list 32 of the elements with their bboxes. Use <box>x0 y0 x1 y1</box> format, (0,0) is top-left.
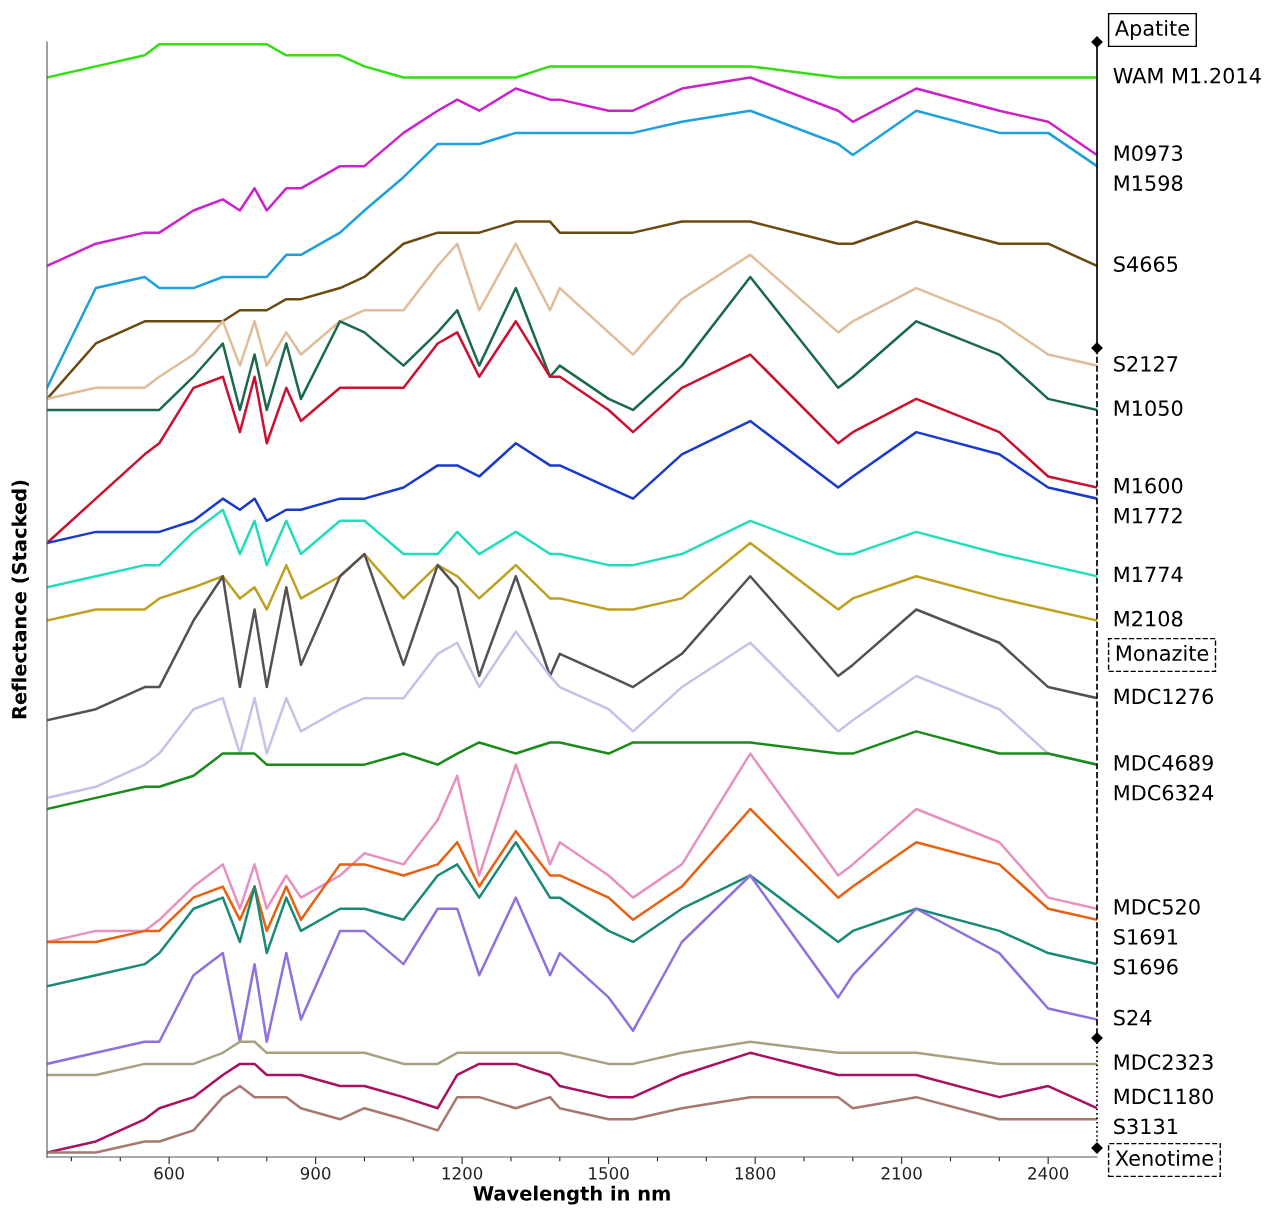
x-tick-label: 2100 <box>881 1167 922 1180</box>
series-label: M1774 <box>1114 566 1183 582</box>
series-label: M1050 <box>1114 400 1183 417</box>
x-tick-label: 900 <box>300 1167 331 1180</box>
series-label: MDC1276 <box>1114 688 1214 705</box>
y-axis-title: Reflectance (Stacked) <box>11 480 29 719</box>
series-label: M1600 <box>1114 477 1183 494</box>
series-label: S4665 <box>1114 256 1178 272</box>
x-axis-title: Wavelength in nm <box>473 1185 670 1205</box>
series-label: S1691 <box>1114 928 1178 945</box>
text: Apatite <box>1115 19 1189 41</box>
x-tick-label: 1200 <box>442 1167 483 1180</box>
series-label: MDC6324 <box>1114 784 1214 801</box>
series-label: MDC2323 <box>1114 1054 1213 1070</box>
x-tick-label: 1800 <box>735 1167 776 1180</box>
series-label: MDC1180 <box>1114 1088 1213 1105</box>
series-label: S24 <box>1114 1009 1152 1026</box>
series-label: S1696 <box>1114 958 1178 975</box>
series-label: WAM M1.2014 <box>1113 67 1261 84</box>
text: Monazite <box>1116 644 1209 662</box>
series-label: MDC4689 <box>1114 754 1213 771</box>
x-tick-label: 2400 <box>1028 1167 1069 1180</box>
x-tick-label: 600 <box>154 1167 184 1180</box>
series-label: M1598 <box>1114 175 1183 192</box>
series-label: M2108 <box>1114 610 1183 627</box>
series-label: M0973 <box>1114 145 1183 162</box>
text: Xenotime <box>1115 1149 1213 1167</box>
series-label: M1772 <box>1114 507 1182 524</box>
series-label: S3131 <box>1114 1118 1178 1135</box>
series-label: MDC520 <box>1114 899 1200 915</box>
series-label: S2127 <box>1114 355 1178 372</box>
x-tick-label: 1500 <box>589 1167 629 1180</box>
